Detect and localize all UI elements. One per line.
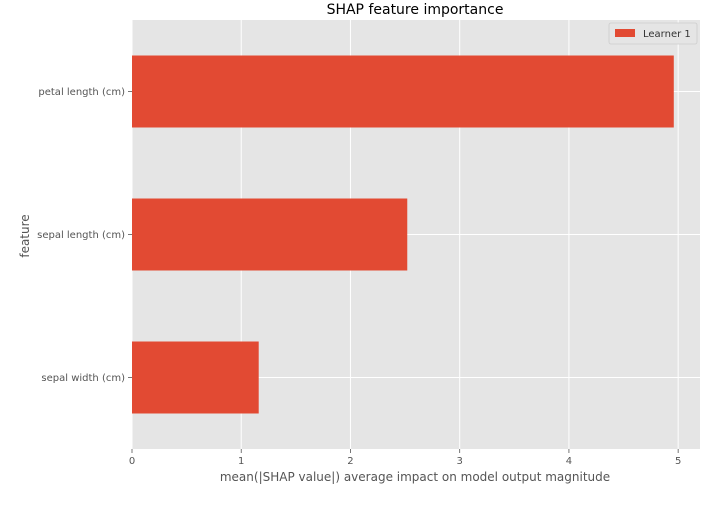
y-axis-ticks: petal length (cm) sepal length (cm) sepal … <box>37 87 132 384</box>
x-tick-label: 4 <box>566 456 572 467</box>
legend-label: Learner 1 <box>643 29 691 40</box>
bar <box>132 341 259 414</box>
x-tick-label: 2 <box>347 456 353 467</box>
x-tick-label: 3 <box>457 456 463 467</box>
x-tick-label: 0 <box>129 456 135 467</box>
x-axis-ticks: 0 1 2 3 4 5 <box>129 449 681 467</box>
x-tick-label: 5 <box>675 456 681 467</box>
y-axis-label: feature <box>18 214 32 257</box>
legend-frame <box>608 22 698 45</box>
legend: Learner 1 <box>608 22 698 45</box>
y-tick-label: sepal length (cm) <box>37 230 125 241</box>
y-tick-label: petal length (cm) <box>38 87 125 98</box>
legend-swatch <box>615 29 635 37</box>
bar <box>132 198 408 271</box>
chart-title: SHAP feature importance <box>327 2 504 18</box>
bar <box>132 55 674 128</box>
bars <box>132 55 674 414</box>
x-tick-label: 1 <box>238 456 244 467</box>
y-tick-label: sepal width (cm) <box>41 373 125 384</box>
x-axis-label: mean(|SHAP value|) average impact on mod… <box>220 470 610 484</box>
